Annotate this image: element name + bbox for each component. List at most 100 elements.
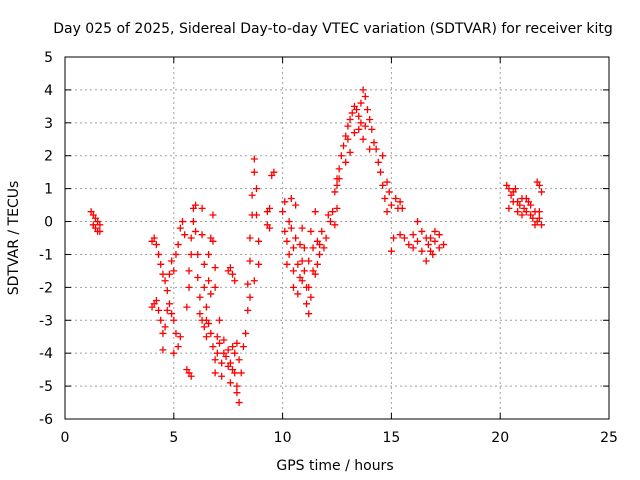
data-point	[246, 293, 254, 301]
chart-title: Day 025 of 2025, Sidereal Day-to-day VTE…	[53, 21, 613, 37]
y-tick-label: 2	[44, 149, 53, 165]
data-point	[440, 241, 448, 249]
data-point	[250, 277, 258, 285]
data-point	[383, 178, 391, 186]
data-point	[150, 234, 158, 242]
data-point	[96, 227, 104, 235]
data-point	[431, 227, 439, 235]
data-point	[239, 343, 247, 351]
data-point	[435, 231, 443, 239]
data-point	[205, 320, 213, 328]
data-point	[289, 267, 297, 275]
y-tick-label: 1	[44, 182, 53, 198]
data-point	[527, 201, 535, 209]
data-point	[224, 346, 232, 354]
data-point	[211, 264, 219, 272]
data-point	[281, 198, 289, 206]
y-tick-label: 3	[44, 116, 53, 132]
y-axis-label: SDTVAR / TECUs	[6, 181, 22, 296]
data-point	[335, 165, 343, 173]
data-point	[505, 204, 513, 212]
data-point	[309, 244, 317, 252]
data-point	[196, 293, 204, 301]
data-point	[355, 125, 363, 133]
data-point	[209, 211, 217, 219]
data-point	[387, 201, 395, 209]
data-point	[298, 257, 306, 265]
y-tick-label: 4	[44, 83, 53, 99]
data-point	[292, 201, 300, 209]
data-point	[198, 316, 206, 324]
x-tick-label: 10	[274, 430, 292, 446]
data-point	[366, 116, 374, 124]
data-point	[161, 323, 169, 331]
data-point	[414, 237, 422, 245]
data-point	[187, 372, 195, 380]
data-point	[331, 188, 339, 196]
data-point	[155, 250, 163, 258]
y-tick-label: -1	[39, 247, 53, 263]
data-point	[329, 208, 337, 216]
data-point	[176, 224, 184, 232]
data-point	[429, 250, 437, 258]
data-point	[522, 208, 530, 216]
data-point	[344, 122, 352, 130]
data-point	[359, 135, 367, 143]
data-point	[289, 244, 297, 252]
data-point	[311, 208, 319, 216]
data-point	[200, 323, 208, 331]
data-point	[222, 352, 230, 360]
data-point	[152, 241, 160, 249]
data-point	[170, 316, 178, 324]
data-point	[194, 250, 202, 258]
data-point	[379, 181, 387, 189]
data-point	[165, 270, 173, 278]
data-point	[305, 257, 313, 265]
data-point	[516, 201, 524, 209]
data-point	[279, 208, 287, 216]
data-point	[187, 250, 195, 258]
data-point	[250, 155, 258, 163]
data-point	[246, 234, 254, 242]
data-point	[294, 290, 302, 298]
data-point	[170, 349, 178, 357]
data-point	[322, 234, 330, 242]
data-point	[281, 227, 289, 235]
data-point	[305, 283, 313, 291]
data-point	[152, 297, 160, 305]
data-point	[400, 234, 408, 242]
data-point	[431, 237, 439, 245]
data-point	[189, 218, 197, 226]
data-point	[163, 287, 171, 295]
data-point	[266, 204, 274, 212]
data-point	[187, 234, 195, 242]
data-point	[155, 306, 163, 314]
data-point	[192, 227, 200, 235]
x-tick-label: 0	[61, 430, 70, 446]
data-point	[176, 333, 184, 341]
data-point	[289, 283, 297, 291]
y-tick-label: -2	[39, 280, 53, 296]
data-point	[422, 257, 430, 265]
data-point	[377, 168, 385, 176]
data-point	[287, 195, 295, 203]
data-point	[340, 142, 348, 150]
data-point	[207, 329, 215, 337]
data-point	[363, 106, 371, 114]
data-point	[168, 257, 176, 265]
data-point	[237, 369, 245, 377]
data-point	[418, 227, 426, 235]
data-point	[200, 283, 208, 291]
data-point	[229, 270, 237, 278]
data-point	[337, 152, 345, 160]
data-point	[159, 329, 167, 337]
data-point	[368, 125, 376, 133]
data-point	[172, 329, 180, 337]
data-point	[231, 277, 239, 285]
data-point	[372, 145, 380, 153]
data-point	[361, 122, 369, 130]
data-point	[285, 218, 293, 226]
data-point	[213, 333, 221, 341]
x-tick-label: 20	[491, 430, 509, 446]
